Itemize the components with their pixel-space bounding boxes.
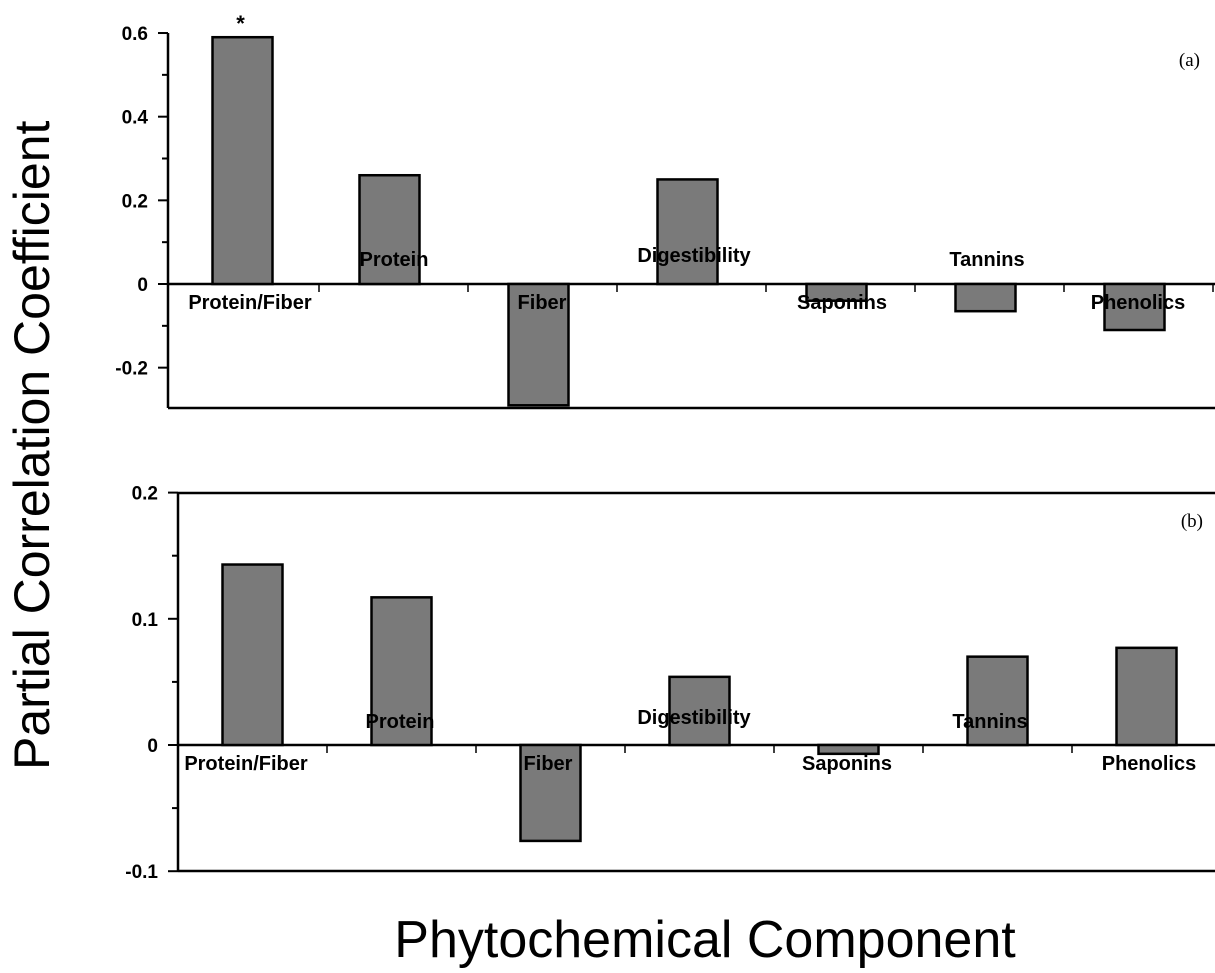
- bar-tannins: [954, 282, 1017, 313]
- bar-protein-fiber: [211, 35, 274, 286]
- y-tick-label: 0.6: [122, 24, 148, 45]
- bar-tannins: [966, 655, 1029, 747]
- category-label: Fiber: [518, 292, 567, 314]
- category-label: Protein/Fiber: [188, 292, 312, 314]
- category-label: Saponins: [797, 292, 887, 314]
- category-label: Tannins: [952, 711, 1027, 733]
- category-label: Tannins: [949, 249, 1024, 271]
- bar-saponins: [817, 743, 880, 756]
- bar-phenolics: [1115, 646, 1178, 747]
- y-tick-label: 0.2: [132, 484, 158, 505]
- bar-digestibility: [668, 675, 731, 747]
- bar-digestibility: [656, 178, 719, 286]
- category-label: Saponins: [802, 753, 892, 775]
- y-tick-label: 0: [137, 275, 148, 296]
- bar-phenolics: [1103, 282, 1166, 332]
- panel-b: 0.2 0.1 0 -0.1 Protein/Fiber Protein Fiber Dige…: [125, 484, 1215, 883]
- y-axis-title: Partial Correlation Coefficient: [4, 120, 60, 770]
- y-tick-label: 0.1: [132, 610, 159, 631]
- x-axis-title: Phytochemical Component: [394, 911, 1016, 969]
- bar-protein-fiber: [221, 563, 284, 747]
- bar-protein: [358, 173, 421, 286]
- category-label: Digestibility: [637, 245, 751, 267]
- bar-fiber: [507, 282, 570, 407]
- y-tick-label: -0.1: [125, 862, 158, 883]
- category-label: Protein/Fiber: [184, 753, 308, 775]
- category-label: Fiber: [524, 753, 573, 775]
- y-tick-label: 0.4: [122, 108, 149, 129]
- category-label: Phenolics: [1102, 753, 1196, 775]
- significance-marker: *: [236, 11, 245, 36]
- bar-protein: [370, 596, 433, 747]
- panel-label: (a): [1179, 50, 1200, 71]
- bar-fiber: [519, 743, 582, 843]
- y-tick-label: 0.2: [122, 191, 148, 212]
- panel-a: 0.6 0.4 0.2 0 -0.2 * Protein/Fiber Protein Fiber…: [115, 11, 1215, 410]
- bar-saponins: [805, 282, 868, 302]
- category-label: Protein: [366, 711, 435, 733]
- y-tick-label: -0.2: [115, 359, 148, 380]
- y-tick-label: 0: [147, 736, 158, 757]
- category-label: Phenolics: [1091, 292, 1185, 314]
- category-label: Protein: [360, 249, 429, 271]
- category-label: Digestibility: [637, 707, 751, 729]
- panel-label: (b): [1181, 511, 1203, 532]
